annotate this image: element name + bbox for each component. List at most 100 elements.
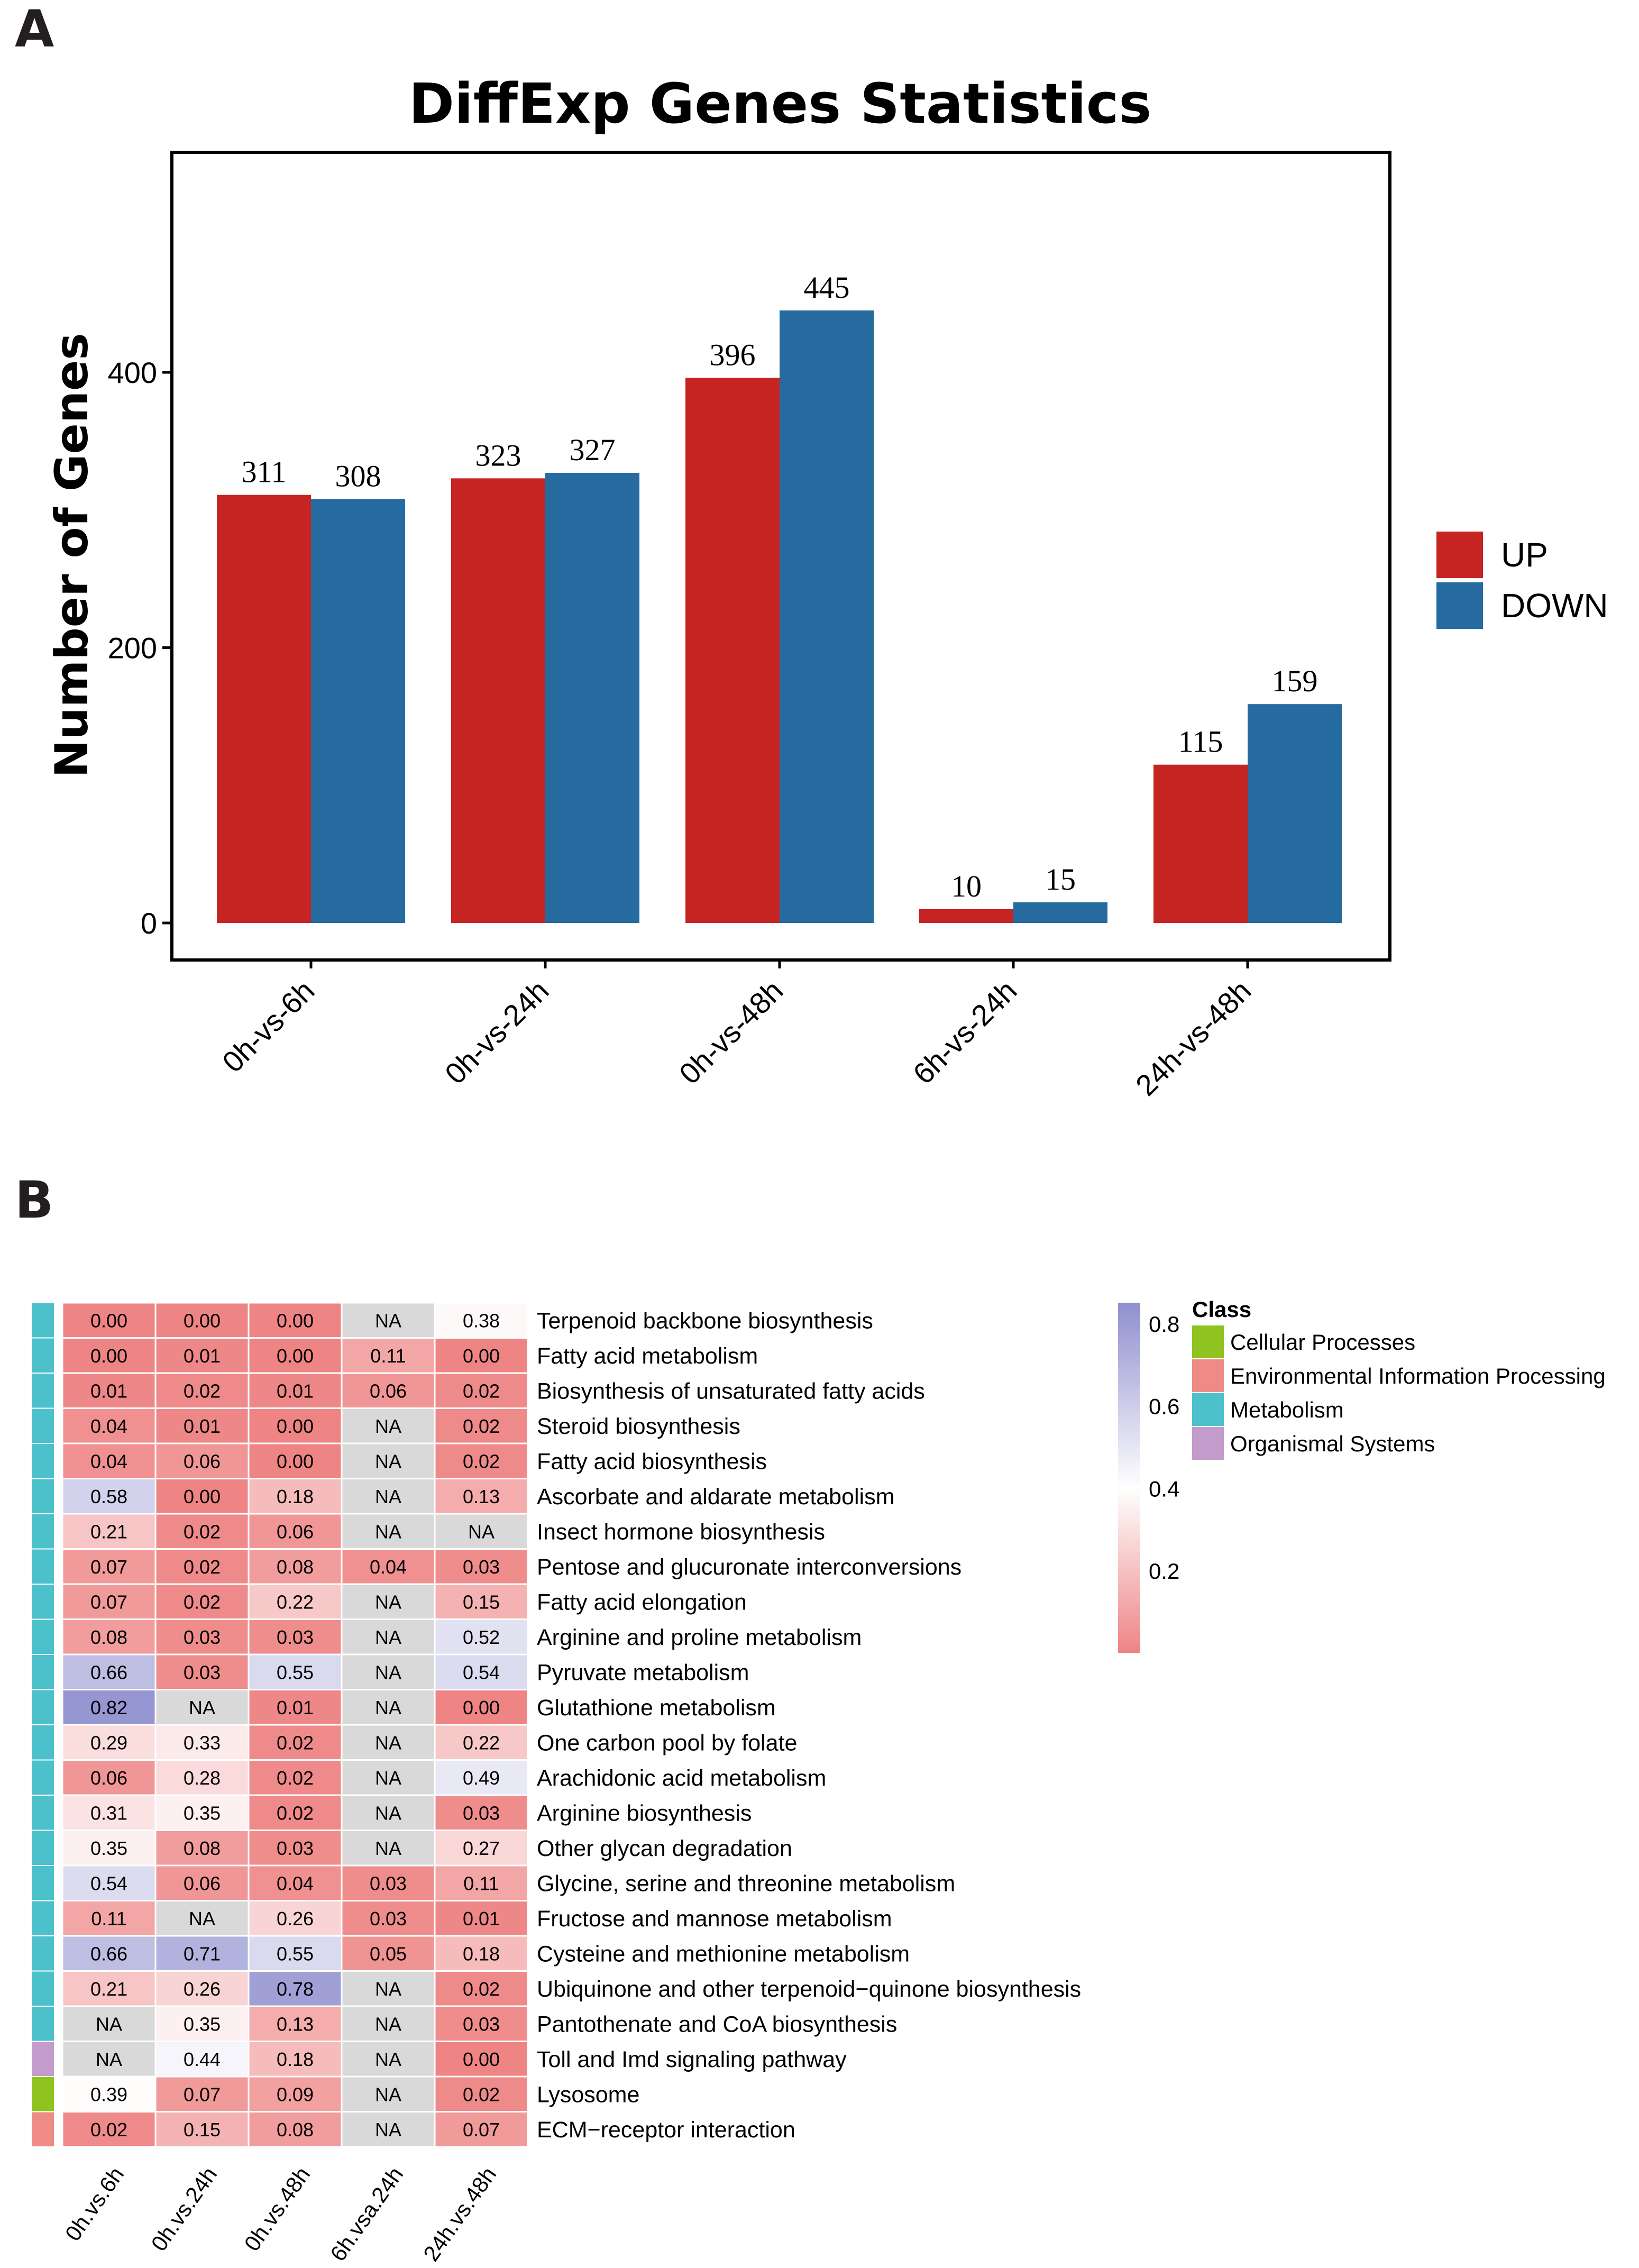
- cell-value: 0.01: [184, 1345, 221, 1367]
- bar-up-0h-vs-6h: [217, 495, 311, 923]
- heatmap-cell: [248, 1513, 343, 1550]
- colorbar-tick-label: 0.8: [1149, 1312, 1179, 1337]
- column-label: 0h.vs.24h: [146, 2162, 222, 2255]
- cell-value: 0.66: [90, 1943, 127, 1964]
- row-label: Ubiquinone and other terpenoid−quinone b…: [537, 1977, 1081, 2002]
- cell-value: 0.54: [90, 1872, 127, 1894]
- cell-value: NA: [375, 1837, 401, 1859]
- heatmap-cell: [341, 1407, 436, 1444]
- cell-value: 0.18: [463, 1943, 500, 1964]
- cell-value: 0.58: [90, 1486, 127, 1507]
- heatmap-cell: [154, 1583, 250, 1620]
- class-annotation: [32, 1585, 54, 1619]
- cell-value: 0.03: [277, 1837, 314, 1859]
- cell-value: 0.03: [184, 1661, 221, 1683]
- heatmap-cell: [341, 1372, 436, 1409]
- class-annotation: [32, 1796, 54, 1830]
- cell-value: 0.07: [184, 2083, 221, 2105]
- cell-value: 0.03: [463, 2013, 500, 2035]
- heatmap-cell: [61, 1830, 157, 1867]
- y-tick-label: 0: [141, 907, 157, 940]
- class-annotation: [32, 1549, 54, 1584]
- heatmap-cell: [434, 1653, 529, 1690]
- cell-value: 0.27: [463, 1837, 500, 1859]
- cell-value: 0.09: [277, 2083, 314, 2105]
- class-legend-label: Organismal Systems: [1230, 1431, 1435, 1456]
- panel-a-letter: A: [15, 0, 54, 59]
- heatmap-cell: [434, 2111, 529, 2148]
- cell-value: 0.35: [184, 2013, 221, 2035]
- column-label: 24h.vs.48h: [418, 2162, 501, 2265]
- data-label: 115: [1178, 725, 1223, 759]
- heatmap-cell: [434, 2005, 529, 2042]
- legend-label-down: DOWN: [1501, 587, 1608, 625]
- bar-down-24h-vs-48h: [1248, 704, 1342, 923]
- cell-value: NA: [375, 2083, 401, 2105]
- cell-value: 0.13: [463, 1486, 500, 1507]
- cell-value: NA: [375, 1521, 401, 1542]
- heatmap-cell: [248, 1478, 343, 1515]
- class-annotation: [32, 1444, 54, 1478]
- row-label: Pentose and glucuronate interconversions: [537, 1554, 962, 1580]
- heatmap-cell: [341, 1900, 436, 1937]
- heatmap-cell: [61, 1583, 157, 1620]
- heatmap-cell: [341, 1724, 436, 1761]
- cell-value: 0.04: [277, 1872, 314, 1894]
- cell-value: 0.28: [184, 1767, 221, 1789]
- cell-value: 0.26: [184, 1978, 221, 2000]
- class-annotation: [32, 2077, 54, 2111]
- cell-value: 0.71: [184, 1943, 221, 1964]
- legend-label-up: UP: [1501, 536, 1548, 574]
- cell-value: NA: [375, 1626, 401, 1648]
- column-label: 6h.vsa.24h: [325, 2162, 408, 2265]
- heatmap-cell: [154, 1970, 250, 2007]
- heatmap-cell: [248, 1830, 343, 1867]
- heatmap-cell: [154, 1864, 250, 1901]
- bar-up-24h-vs-48h: [1153, 764, 1248, 923]
- heatmap-cell: [434, 1478, 529, 1515]
- cell-value: 0.38: [463, 1310, 500, 1331]
- cell-value: 0.35: [90, 1837, 127, 1859]
- cell-value: NA: [96, 2013, 122, 2035]
- colorbar-tick-label: 0.6: [1149, 1394, 1179, 1419]
- heatmap-cell: [341, 1689, 436, 1726]
- data-label: 308: [335, 459, 381, 493]
- class-annotation: [32, 2007, 54, 2041]
- cell-value: 0.00: [90, 1345, 127, 1367]
- cell-value: NA: [468, 1521, 495, 1542]
- cell-value: 0.44: [184, 2048, 221, 2070]
- cell-value: 0.08: [277, 1556, 314, 1578]
- heatmap-cell: [248, 1970, 343, 2007]
- data-label: 323: [475, 438, 521, 472]
- class-annotation: [32, 1901, 54, 1935]
- cell-value: 0.22: [277, 1591, 314, 1613]
- heatmap-cell: [154, 1724, 250, 1761]
- class-swatch: [1192, 1359, 1224, 1392]
- row-label: Steroid biosynthesis: [537, 1414, 740, 1439]
- cell-value: NA: [189, 1908, 215, 1929]
- cell-value: 0.11: [463, 1872, 499, 1894]
- cell-value: 0.00: [184, 1486, 221, 1507]
- heatmap-cell: [154, 1407, 250, 1444]
- heatmap-cell: [434, 1794, 529, 1831]
- class-annotation: [32, 1303, 54, 1338]
- column-label: 0h.vs.6h: [60, 2162, 129, 2245]
- bar-chart: 0 200 400 Number of Genes 311 308 0h-vs-6h 323 3…: [45, 151, 1608, 1102]
- cell-value: 0.54: [463, 1661, 500, 1683]
- class-annotation: [32, 1479, 54, 1513]
- heatmap-cell: [154, 1372, 250, 1409]
- cell-value: 0.18: [277, 1486, 314, 1507]
- class-swatch: [1192, 1393, 1224, 1426]
- class-legend-label: Metabolism: [1230, 1397, 1344, 1422]
- cell-value: 0.66: [90, 1661, 127, 1683]
- heatmap-cell: [434, 1759, 529, 1796]
- heatmap-cell: [434, 1337, 529, 1374]
- heatmap-cell: [341, 1583, 436, 1620]
- x-tick-label: 0h-vs-24h: [438, 974, 555, 1091]
- heatmap-cell: [248, 1900, 343, 1937]
- heatmap-cell: [434, 1302, 529, 1339]
- cell-value: 0.02: [184, 1591, 221, 1613]
- cell-value: 0.03: [370, 1872, 407, 1894]
- cell-value: 0.02: [463, 2083, 500, 2105]
- cell-value: NA: [375, 2013, 401, 2035]
